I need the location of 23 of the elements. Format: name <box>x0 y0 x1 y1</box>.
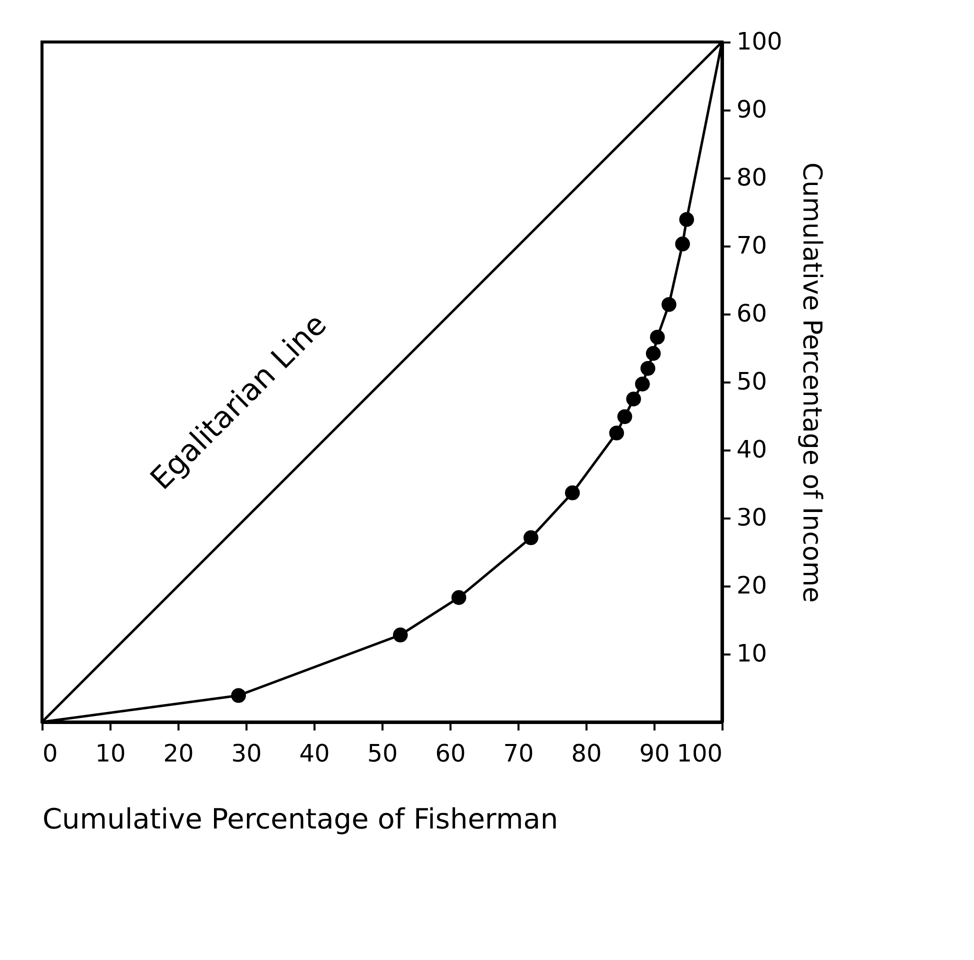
x-tick-label: 100 <box>676 740 722 768</box>
x-tick-label: 30 <box>231 740 262 768</box>
x-tick-label: 50 <box>367 740 398 768</box>
y-tick-label: 40 <box>736 436 768 464</box>
x-tick-label: 0 <box>42 740 58 768</box>
y-tick-label: 60 <box>736 300 768 328</box>
y-tick-label: 50 <box>736 368 768 396</box>
x-tick-label: 20 <box>163 740 194 768</box>
x-axis-title: Cumulative Percentage of Fisherman <box>42 802 558 836</box>
x-tick-label: 90 <box>639 740 670 768</box>
x-tick-label: 10 <box>95 740 126 768</box>
y-tick-label: 30 <box>736 504 768 532</box>
y-tick-label: 80 <box>736 164 768 192</box>
y-tick-label: 100 <box>736 28 782 56</box>
x-tick-label: 40 <box>299 740 330 768</box>
x-tick-label: 60 <box>435 740 466 768</box>
y-axis-title: Cumulative Percentage of Income <box>796 162 826 603</box>
x-tick-label: 70 <box>503 740 534 768</box>
x-tick-label: 80 <box>571 740 602 768</box>
y-tick-label: 70 <box>736 232 768 260</box>
y-tick-label: 20 <box>736 572 768 600</box>
y-tick-label: 10 <box>736 640 768 668</box>
y-tick-label: 90 <box>736 96 768 124</box>
